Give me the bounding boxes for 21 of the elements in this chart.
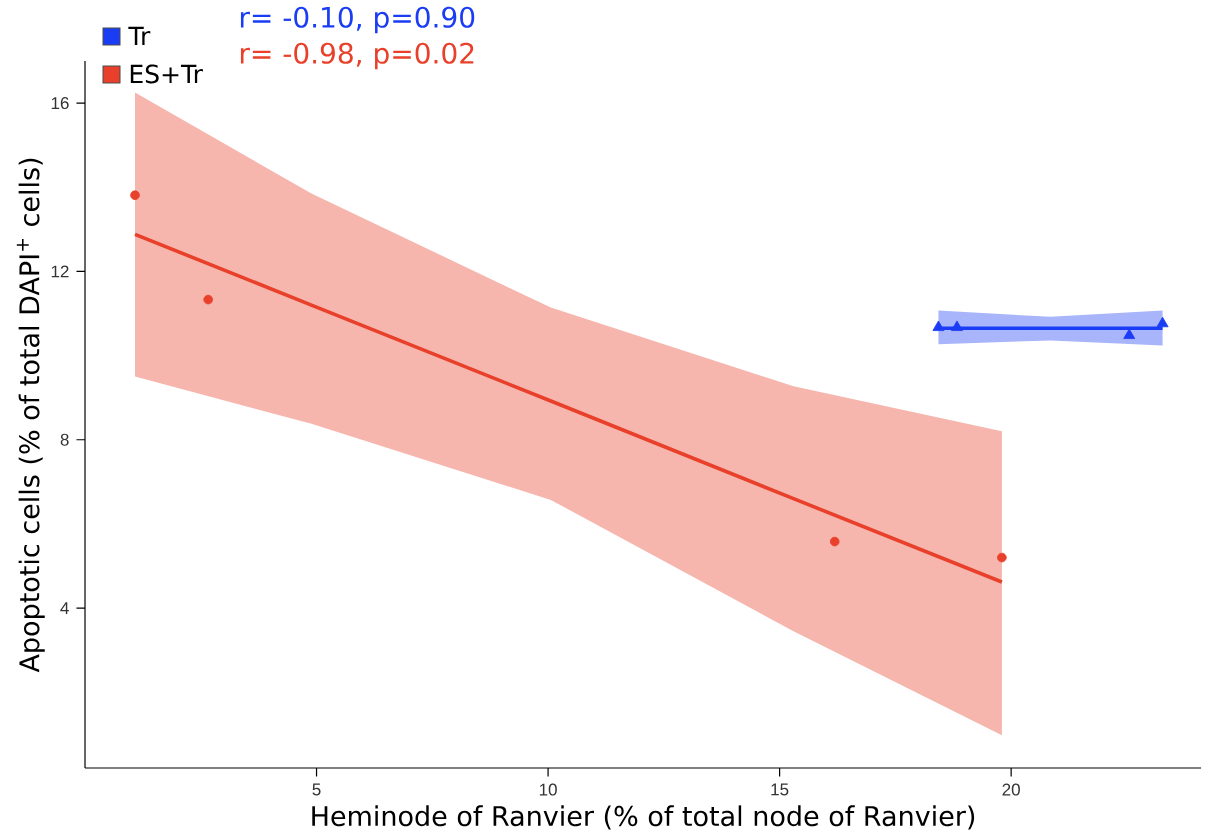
x-tick-label: 5 [312, 783, 321, 796]
line-series [133, 232, 1004, 584]
point [1156, 316, 1169, 328]
x-axis-title: Heminode of Ranvier (% of total node of Ranvier) [312, 805, 975, 830]
point [829, 536, 840, 547]
y-tick-label: 4 [60, 602, 69, 614]
y-tick-label: 12 [51, 265, 69, 278]
y-tick-label: 8 [60, 433, 69, 446]
point [932, 320, 945, 331]
legend-label: ES+Tr [130, 64, 203, 84]
x-tick-label: 10 [539, 783, 557, 796]
text: r= -0.10, p=0.90 [240, 6, 475, 34]
point [203, 294, 213, 305]
point [951, 320, 963, 331]
y-axis-title: Apoptotic cells (% of total DAPI$^{+}$ cells) [16, 158, 45, 673]
point [997, 552, 1007, 563]
x-tick-label: 20 [1002, 783, 1020, 796]
x-tick-label: 15 [771, 783, 789, 796]
legend-label: Tr [128, 26, 151, 46]
annotation: r= -0.98, p=0.02 [240, 42, 474, 70]
y-tick-label: 16 [51, 97, 69, 110]
